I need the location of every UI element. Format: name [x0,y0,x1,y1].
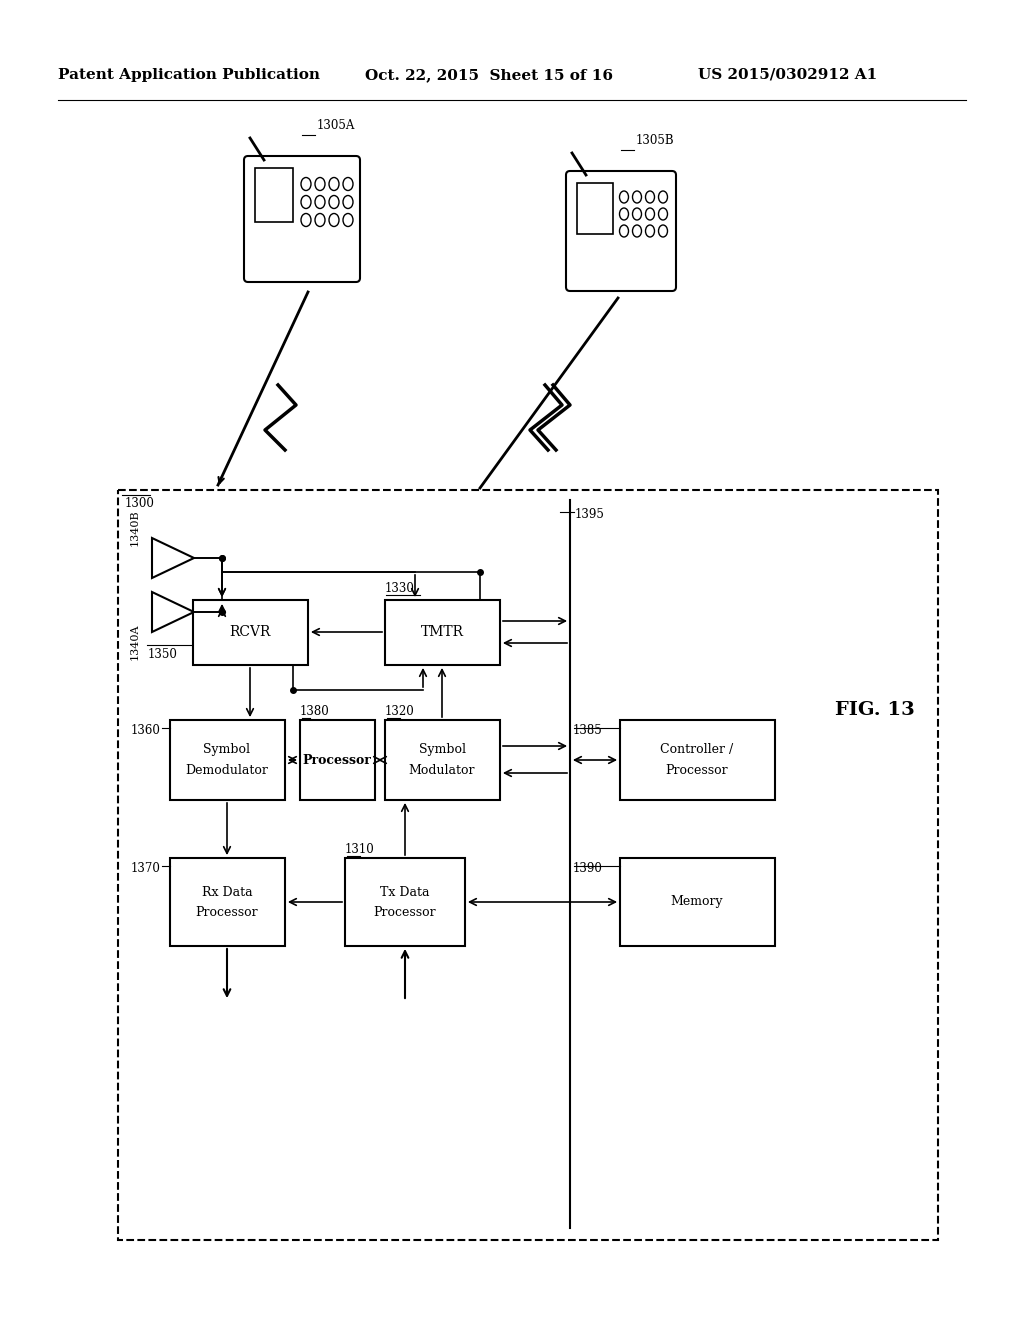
Ellipse shape [658,224,668,238]
Text: 1380: 1380 [300,705,330,718]
Ellipse shape [301,177,311,190]
Text: Demodulator: Demodulator [185,763,268,776]
Text: 1360: 1360 [130,723,160,737]
Ellipse shape [645,191,654,203]
Text: Oct. 22, 2015  Sheet 15 of 16: Oct. 22, 2015 Sheet 15 of 16 [365,69,613,82]
Text: Symbol: Symbol [419,743,466,756]
Text: 1340B: 1340B [130,510,140,546]
Text: Processor: Processor [666,763,728,776]
Text: 1395: 1395 [575,508,605,521]
Bar [385,601,500,665]
Ellipse shape [633,191,641,203]
Bar [170,858,285,946]
Ellipse shape [658,209,668,220]
Text: Rx Data: Rx Data [202,886,252,899]
Ellipse shape [315,177,325,190]
Ellipse shape [633,224,641,238]
Bar [255,168,293,222]
Ellipse shape [645,224,654,238]
Text: 1310: 1310 [345,843,375,855]
Ellipse shape [343,177,353,190]
Ellipse shape [329,177,339,190]
Ellipse shape [315,195,325,209]
Bar [577,183,613,234]
Ellipse shape [633,209,641,220]
Ellipse shape [620,191,629,203]
Ellipse shape [315,214,325,227]
Text: TMTR: TMTR [421,624,464,639]
Text: Patent Application Publication: Patent Application Publication [58,69,319,82]
Text: 1330: 1330 [385,582,415,595]
Ellipse shape [658,191,668,203]
Text: Tx Data: Tx Data [380,886,430,899]
Text: 1350: 1350 [148,648,178,661]
Bar [300,719,375,800]
Bar [170,719,285,800]
Text: 1390: 1390 [573,862,603,875]
Text: 1340A: 1340A [130,624,140,660]
Text: Symbol: Symbol [204,743,251,756]
Text: Processor: Processor [302,754,372,767]
Bar [118,490,938,1239]
Text: Controller /: Controller / [660,743,733,756]
Text: 1300: 1300 [125,498,155,510]
Ellipse shape [620,209,629,220]
FancyBboxPatch shape [244,156,360,282]
Text: Processor: Processor [374,906,436,919]
Bar [620,858,775,946]
Text: US 2015/0302912 A1: US 2015/0302912 A1 [698,69,878,82]
Text: 1305B: 1305B [636,135,675,147]
Text: Processor: Processor [196,906,258,919]
Text: Modulator: Modulator [409,763,475,776]
Ellipse shape [301,214,311,227]
Ellipse shape [329,214,339,227]
Ellipse shape [343,195,353,209]
Bar [620,719,775,800]
Bar [385,719,500,800]
Text: 1320: 1320 [385,705,415,718]
Text: RCVR: RCVR [229,624,270,639]
Text: Memory: Memory [671,895,723,908]
Ellipse shape [343,214,353,227]
Ellipse shape [620,224,629,238]
Ellipse shape [329,195,339,209]
Text: 1385: 1385 [573,723,603,737]
Bar [193,601,308,665]
Ellipse shape [645,209,654,220]
Bar [345,858,465,946]
Ellipse shape [301,195,311,209]
FancyBboxPatch shape [566,172,676,290]
Text: FIG. 13: FIG. 13 [836,701,914,719]
Text: 1370: 1370 [130,862,160,875]
Text: 1305A: 1305A [317,119,355,132]
